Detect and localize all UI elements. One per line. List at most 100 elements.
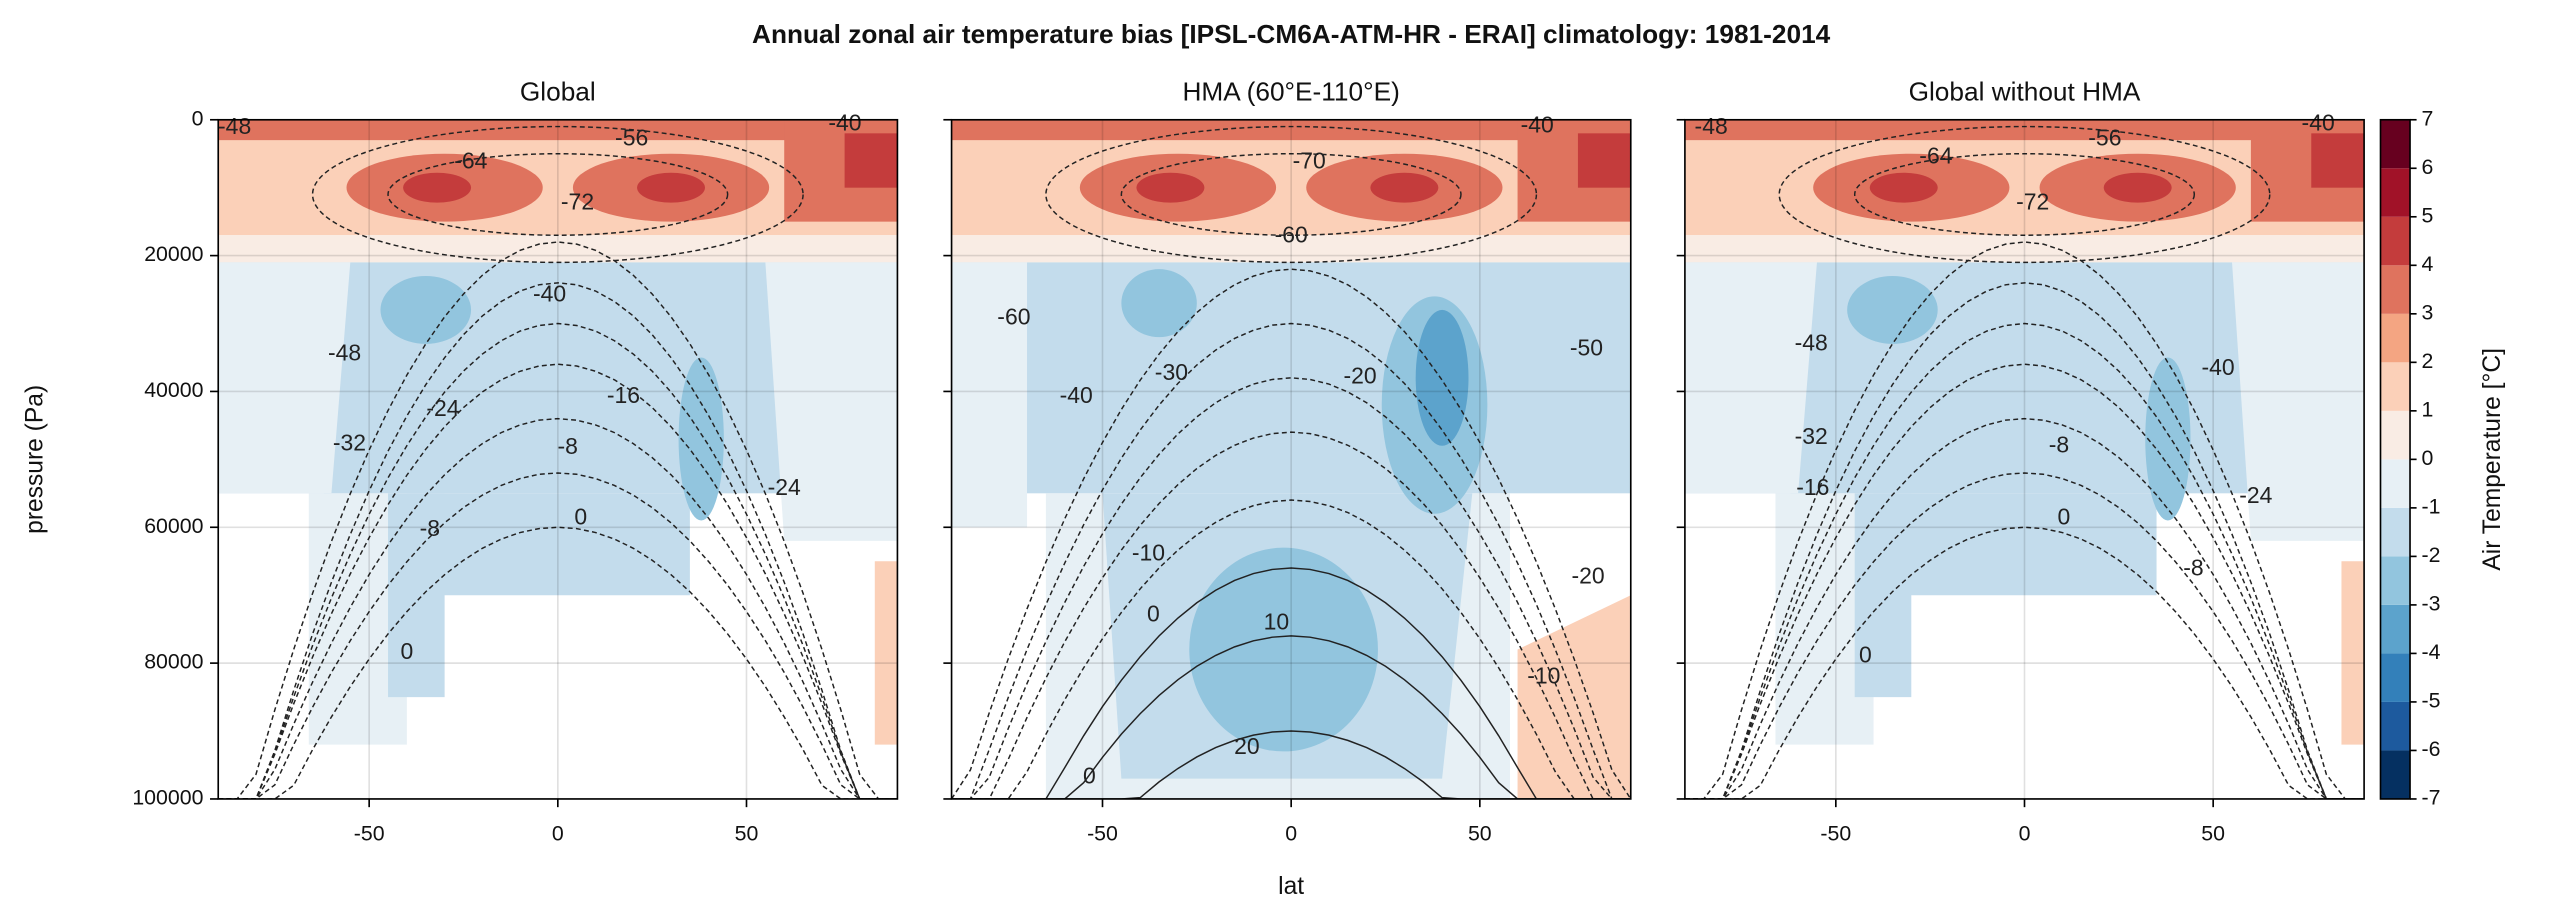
contour-label: -70 [1293, 147, 1326, 173]
contour-label: -48 [328, 339, 361, 365]
field-fill [1415, 309, 1469, 446]
field-fill [1121, 269, 1197, 338]
contour-line [951, 730, 1631, 799]
colorbar-tick-label: -7 [2422, 786, 2441, 810]
contour-label: 0 [401, 638, 414, 664]
contour-label: -40 [1060, 382, 1093, 408]
field-fill [308, 493, 407, 745]
field-fill [1189, 547, 1378, 752]
field-fill [2232, 262, 2365, 541]
field-fill [1370, 172, 1439, 203]
contour-line [951, 635, 1631, 799]
contour-label: -8 [557, 433, 577, 459]
contour-label: -20 [1572, 563, 1605, 589]
field-fill [951, 262, 1028, 528]
colorbar-tick-label: 2 [2422, 349, 2434, 373]
panel-title: Global [520, 76, 596, 106]
contour-label: 20 [1234, 733, 1260, 759]
colorbar-swatch [2380, 653, 2411, 702]
colorbar-tick-label: 4 [2422, 252, 2434, 276]
colorbar-swatch [2380, 507, 2411, 557]
colorbar-swatch [2380, 701, 2411, 751]
x-tick-label: 0 [1285, 822, 1297, 846]
contour-label: -24 [2239, 482, 2272, 508]
contour-label: 0 [1083, 763, 1096, 789]
x-tick-label: 0 [552, 822, 564, 846]
contour-label: -32 [1795, 423, 1828, 449]
colorbar-tick-label: -4 [2422, 640, 2441, 664]
colorbar-tick-label: 5 [2422, 203, 2434, 227]
contour-line [1120, 152, 1462, 236]
contour-label: -48 [1795, 330, 1828, 356]
field-fill [1577, 133, 1631, 188]
colorbar-swatch [2380, 216, 2411, 266]
colorbar-tick-label: -3 [2422, 592, 2441, 616]
x-tick-label: 0 [2019, 822, 2031, 846]
colorbar-tick-label: -5 [2422, 689, 2441, 713]
contour-label: -32 [333, 430, 366, 456]
contour-label: 0 [1859, 641, 1872, 667]
field-fill [2341, 561, 2365, 745]
colorbar-swatch [2380, 459, 2411, 508]
colorbar-swatch [2380, 750, 2411, 799]
contour-label: -10 [1132, 540, 1165, 566]
figure-title: Annual zonal air temperature bias [IPSL-… [752, 19, 1831, 49]
panel [951, 119, 1631, 799]
contour-line [1684, 282, 2365, 799]
colorbar-tick-label: 6 [2422, 155, 2434, 179]
colorbar-tick-label: -1 [2422, 494, 2441, 518]
y-tick-label: 100000 [132, 786, 203, 810]
field-fill [1136, 172, 1205, 203]
field-fill [951, 262, 1631, 494]
contour-label: -56 [615, 125, 648, 151]
panel-title: Global without HMA [1909, 76, 2141, 106]
field-fill [951, 235, 1631, 263]
field-fill [2103, 172, 2172, 203]
contour-label: -40 [2302, 110, 2335, 136]
contour-label: -60 [1275, 221, 1308, 247]
x-tick-label: -50 [1087, 822, 1118, 846]
field-fill [2145, 357, 2191, 521]
contour-label: -40 [1521, 111, 1554, 137]
field-fill [1684, 235, 2365, 263]
field-fill [844, 133, 898, 188]
contour-line [951, 377, 1631, 799]
field-fill [874, 561, 898, 745]
colorbar-swatch [2380, 119, 2411, 169]
colorbar-tick-label: 1 [2422, 397, 2434, 421]
colorbar-swatch [2380, 313, 2411, 363]
x-tick-label: -50 [1820, 822, 1851, 846]
field-fill [1684, 262, 1817, 494]
colorbar-tick-label: -2 [2422, 543, 2441, 567]
contour-line [1778, 125, 2271, 264]
contour-label: -64 [1919, 143, 1952, 169]
contour-line [218, 282, 898, 799]
y-tick-label: 20000 [144, 242, 203, 266]
colorbar-swatch [2380, 168, 2411, 217]
y-tick-label: 60000 [144, 514, 203, 538]
panel [218, 119, 898, 799]
contour-label: 10 [1264, 608, 1290, 634]
contour-label: -30 [1155, 359, 1188, 385]
contour-line [387, 152, 729, 236]
x-tick-label: 50 [735, 822, 759, 846]
colorbar-swatch [2380, 556, 2411, 605]
field-fill [218, 262, 351, 494]
contour-line [951, 499, 1631, 799]
field-fill [380, 275, 472, 344]
contour-label: -40 [2201, 354, 2234, 380]
field-fill [678, 357, 724, 521]
contour-label: -48 [218, 113, 251, 139]
contour-label: -24 [768, 474, 801, 500]
contour-label: -72 [2016, 188, 2049, 214]
field-fill [403, 172, 472, 203]
contour-line [1684, 417, 2365, 799]
contour-label: -56 [2088, 125, 2121, 151]
colorbar-swatch [2380, 604, 2411, 654]
field-fill [1684, 119, 2365, 141]
panel-title: HMA (60°E-110°E) [1182, 76, 1399, 106]
contour-line [1684, 472, 2365, 799]
colorbar-tick-label: 3 [2422, 300, 2434, 324]
